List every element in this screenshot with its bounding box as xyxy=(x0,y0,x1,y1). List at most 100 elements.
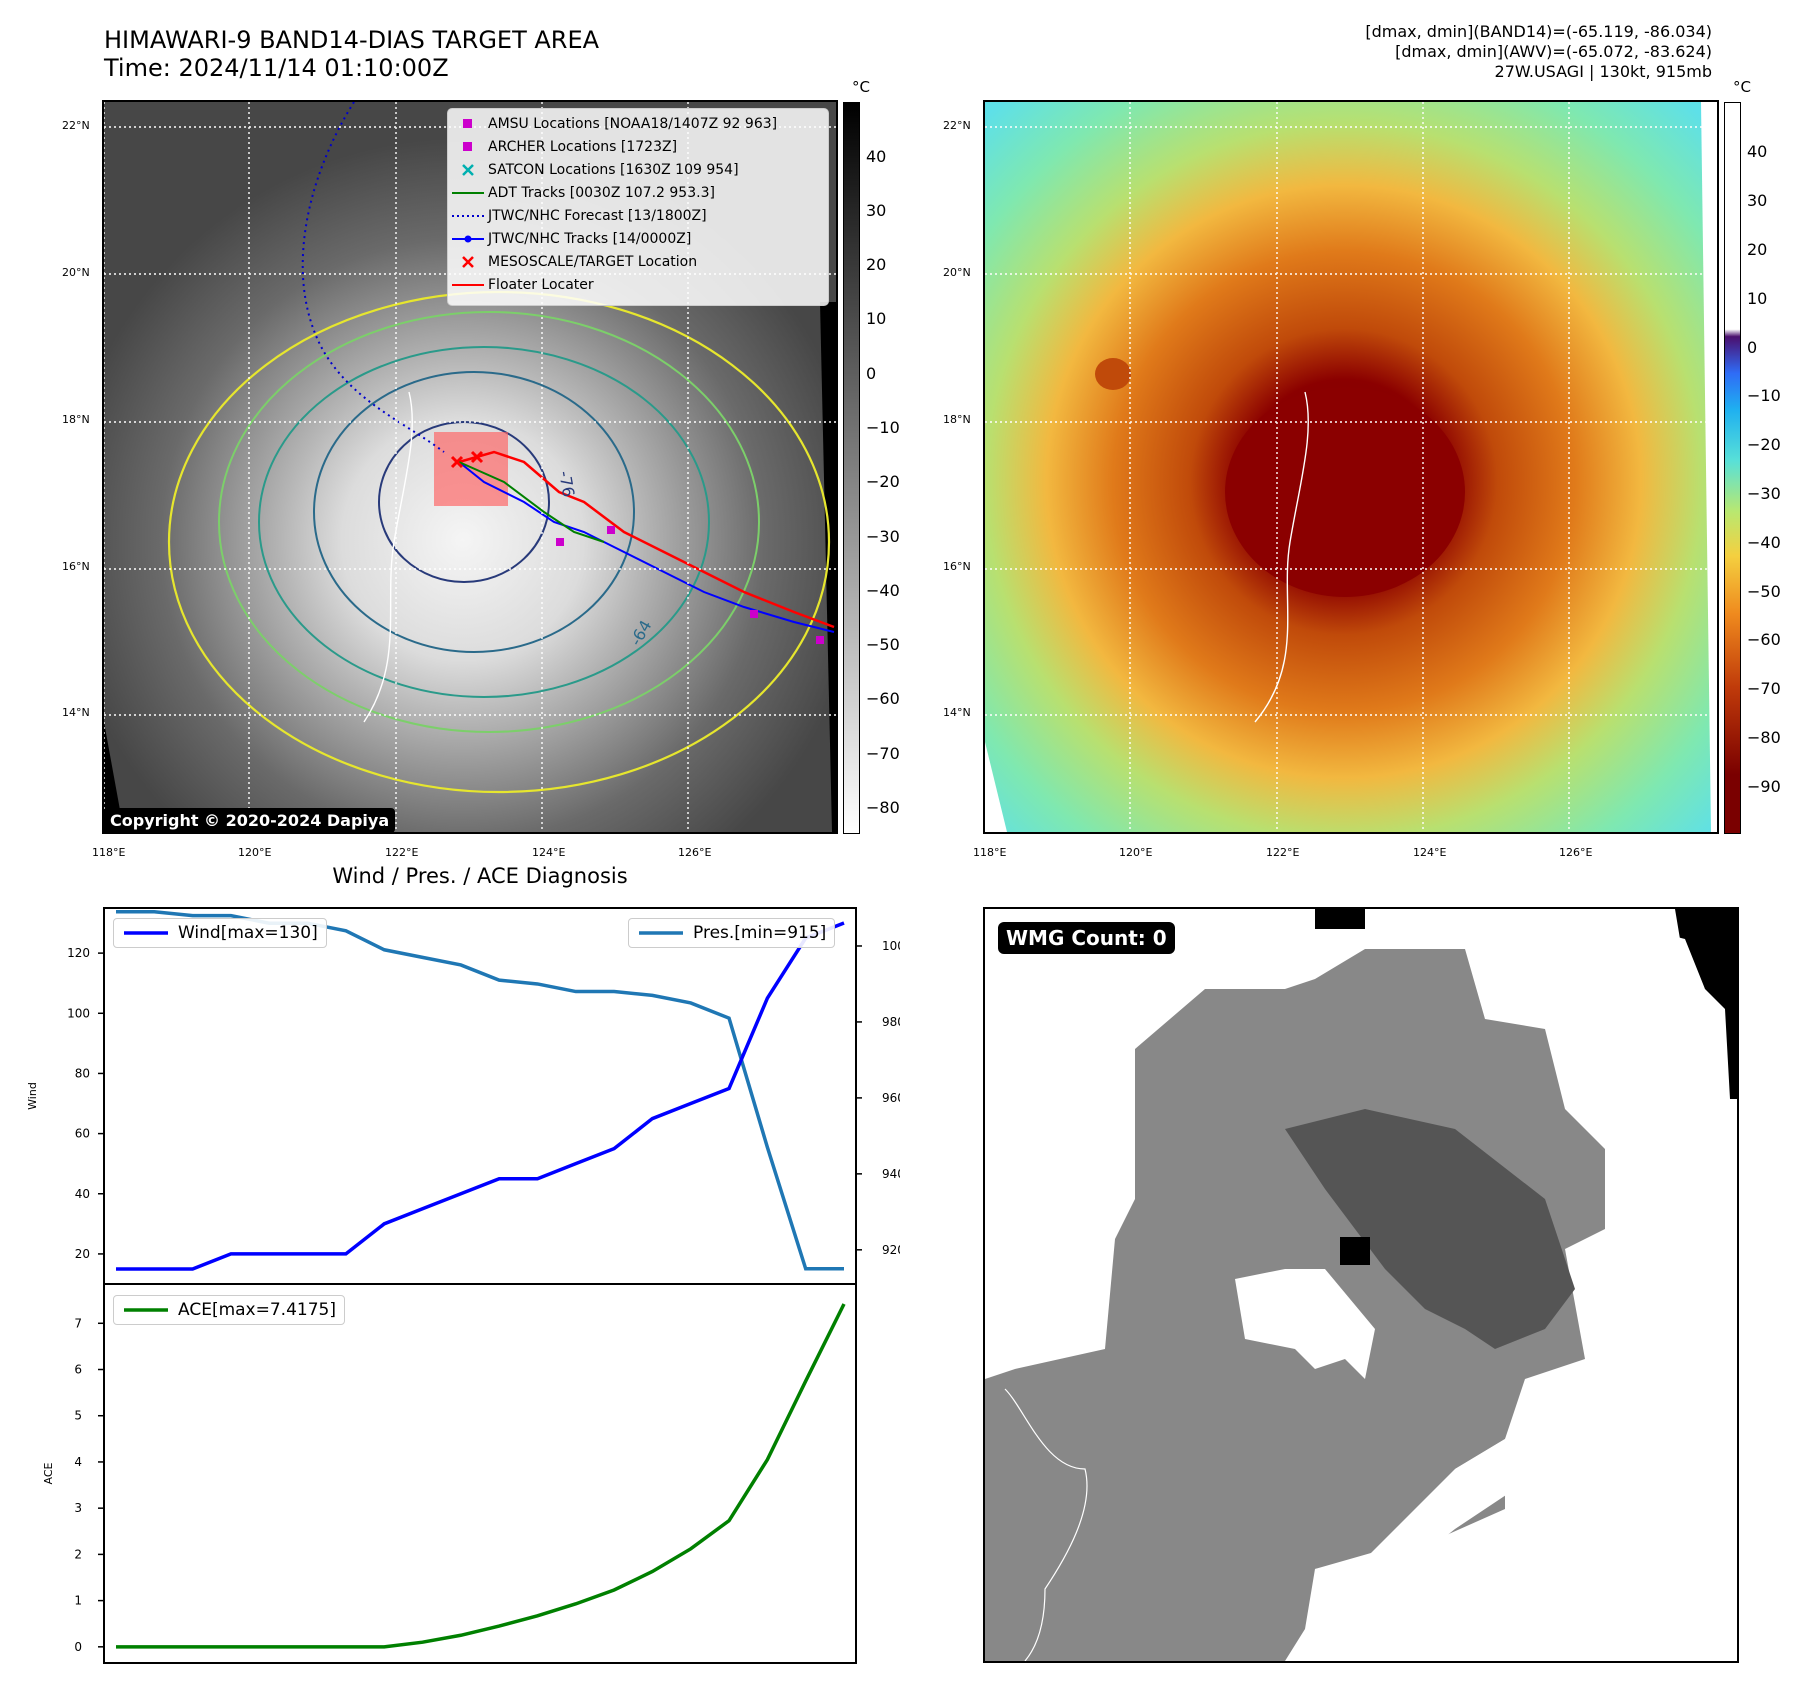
gray-cbar-tick: 20 xyxy=(866,255,887,274)
pressure-legend-label: Pres.[min=915] xyxy=(693,923,827,943)
wmg-image xyxy=(985,909,1737,1661)
lon-label: 126°E xyxy=(1559,846,1593,859)
wind-tick-label: 60 xyxy=(75,1127,90,1141)
ace-tick-label: 7 xyxy=(74,1316,82,1330)
pressure-tick-label: 980 xyxy=(882,1015,900,1029)
gray-cbar-tick: −20 xyxy=(866,472,900,491)
map-legend: AMSU Locations [NOAA18/1407Z 92 963] ARC… xyxy=(447,108,829,306)
target-markers xyxy=(450,450,484,469)
line-marker-icon xyxy=(448,190,488,196)
gray-cbar-tick: −40 xyxy=(866,581,900,600)
legend-label: JTWC/NHC Forecast [13/1800Z] xyxy=(488,207,707,224)
gray-cbar-tick: −60 xyxy=(866,689,900,708)
wind-pressure-plot: 204060801001209209409609801000WindPressu… xyxy=(26,907,900,1285)
legend-adt: ADT Tracks [0030Z 107.2 953.3] xyxy=(448,181,828,204)
pressure-tick-label: 960 xyxy=(882,1091,900,1105)
figure-title: HIMAWARI-9 BAND14-DIAS TARGET AREA Time: … xyxy=(104,26,599,82)
gray-cbar-tick: −10 xyxy=(866,418,900,437)
x-marker-icon xyxy=(448,255,488,268)
lon-label: 118°E xyxy=(973,846,1007,859)
stats-block: [dmax, dmin](BAND14)=(-65.119, -86.034) … xyxy=(1365,22,1712,82)
wind-tick-label: 40 xyxy=(75,1187,90,1201)
wind-tick-label: 100 xyxy=(67,1006,90,1020)
ace-series-line xyxy=(116,1303,846,1649)
pressure-legend: Pres.[min=915] xyxy=(628,918,836,948)
color-colorbar-unit: °C xyxy=(1733,78,1751,96)
gray-colorbar-unit: °C xyxy=(852,78,870,96)
lon-label: 122°E xyxy=(1266,846,1300,859)
lat-label: 18°N xyxy=(943,413,971,426)
x-marker-icon xyxy=(448,163,488,176)
dotted-line-icon xyxy=(448,213,488,219)
wind-series-line xyxy=(116,921,845,1271)
legend-label: AMSU Locations [NOAA18/1407Z 92 963] xyxy=(488,115,778,132)
ace-tick-label: 6 xyxy=(74,1363,82,1377)
ace-tick-label: 5 xyxy=(74,1409,82,1423)
pressure-tick-label: 1000 xyxy=(882,939,900,953)
color-cbar-tick: 20 xyxy=(1747,240,1768,259)
legend-tracks: JTWC/NHC Tracks [14/0000Z] xyxy=(448,227,828,250)
copyright-badge: Copyright © 2020-2024 Dapiya xyxy=(104,808,396,833)
wind-pressure-frame xyxy=(103,907,857,1285)
color-cbar-tick: −20 xyxy=(1747,435,1781,454)
lon-label: 124°E xyxy=(532,846,566,859)
pressure-tick-label: 940 xyxy=(882,1167,900,1181)
color-cbar-tick: −90 xyxy=(1747,777,1781,796)
stats-band14: [dmax, dmin](BAND14)=(-65.119, -86.034) xyxy=(1365,22,1712,41)
lat-label: 20°N xyxy=(943,266,971,279)
color-cbar-tick: −70 xyxy=(1747,679,1781,698)
color-cbar-tick: −40 xyxy=(1747,533,1781,552)
ace-legend: ACE[max=7.4175] xyxy=(113,1295,345,1325)
lon-label: 124°E xyxy=(1413,846,1447,859)
color-cbar-tick: 10 xyxy=(1747,289,1768,308)
pressure-legend-line-icon xyxy=(639,931,683,935)
square-marker-icon xyxy=(448,141,488,152)
ace-axis-label: ACE xyxy=(42,1462,55,1484)
lat-label: 20°N xyxy=(62,266,90,279)
wind-legend-line-icon xyxy=(124,931,168,935)
legend-label: Floater Locater xyxy=(488,276,594,293)
color-cbar-tick: −30 xyxy=(1747,484,1781,503)
gray-cbar-tick: 0 xyxy=(866,364,877,383)
legend-label: MESOSCALE/TARGET Location xyxy=(488,253,698,270)
ace-legend-line-icon xyxy=(124,1308,168,1312)
diagnosis-title: Wind / Pres. / ACE Diagnosis xyxy=(332,864,628,888)
ace-legend-label: ACE[max=7.4175] xyxy=(178,1300,336,1320)
map-gridlines xyxy=(985,102,1717,832)
ace-tick-label: 3 xyxy=(74,1501,82,1515)
color-cbar-tick: −80 xyxy=(1747,728,1781,747)
wind-tick-label: 120 xyxy=(67,946,90,960)
lon-label: 122°E xyxy=(385,846,419,859)
lat-label: 16°N xyxy=(62,560,90,573)
legend-archer: ARCHER Locations [1723Z] xyxy=(448,135,828,158)
title-line-2: Time: 2024/11/14 01:10:00Z xyxy=(104,54,449,82)
title-line-1: HIMAWARI-9 BAND14-DIAS TARGET AREA xyxy=(104,26,600,54)
wind-tick-label: 80 xyxy=(75,1066,90,1080)
storm-info: 27W.USAGI | 130kt, 915mb xyxy=(1494,62,1712,81)
color-cbar-tick: −50 xyxy=(1747,582,1781,601)
legend-amsu: AMSU Locations [NOAA18/1407Z 92 963] xyxy=(448,112,828,135)
lon-label: 126°E xyxy=(678,846,712,859)
line-marker-icon xyxy=(448,282,488,288)
gray-colorbar xyxy=(843,102,860,834)
ace-tick-label: 4 xyxy=(74,1455,82,1469)
lat-label: 14°N xyxy=(62,706,90,719)
color-ir-panel xyxy=(983,100,1719,834)
wmg-count-badge: WMG Count: 0 xyxy=(998,922,1175,954)
ace-tick-label: 0 xyxy=(74,1640,82,1654)
legend-target: MESOSCALE/TARGET Location xyxy=(448,250,828,273)
legend-label: ADT Tracks [0030Z 107.2 953.3] xyxy=(488,184,715,201)
color-cbar-tick: −10 xyxy=(1747,386,1781,405)
wind-legend-label: Wind[max=130] xyxy=(178,923,318,943)
stats-awv: [dmax, dmin](AWV)=(-65.072, -83.624) xyxy=(1395,42,1712,61)
ace-tick-label: 2 xyxy=(74,1547,82,1561)
amsu-markers xyxy=(556,526,824,644)
lon-label: 118°E xyxy=(92,846,126,859)
line-dot-icon xyxy=(448,235,488,243)
lat-label: 22°N xyxy=(62,119,90,132)
lat-label: 22°N xyxy=(943,119,971,132)
gray-cbar-tick: −70 xyxy=(866,744,900,763)
lon-label: 120°E xyxy=(1119,846,1153,859)
gray-cbar-tick: 40 xyxy=(866,147,887,166)
diagnosis-chart: 204060801001209209409609801000WindPressu… xyxy=(26,907,900,1664)
